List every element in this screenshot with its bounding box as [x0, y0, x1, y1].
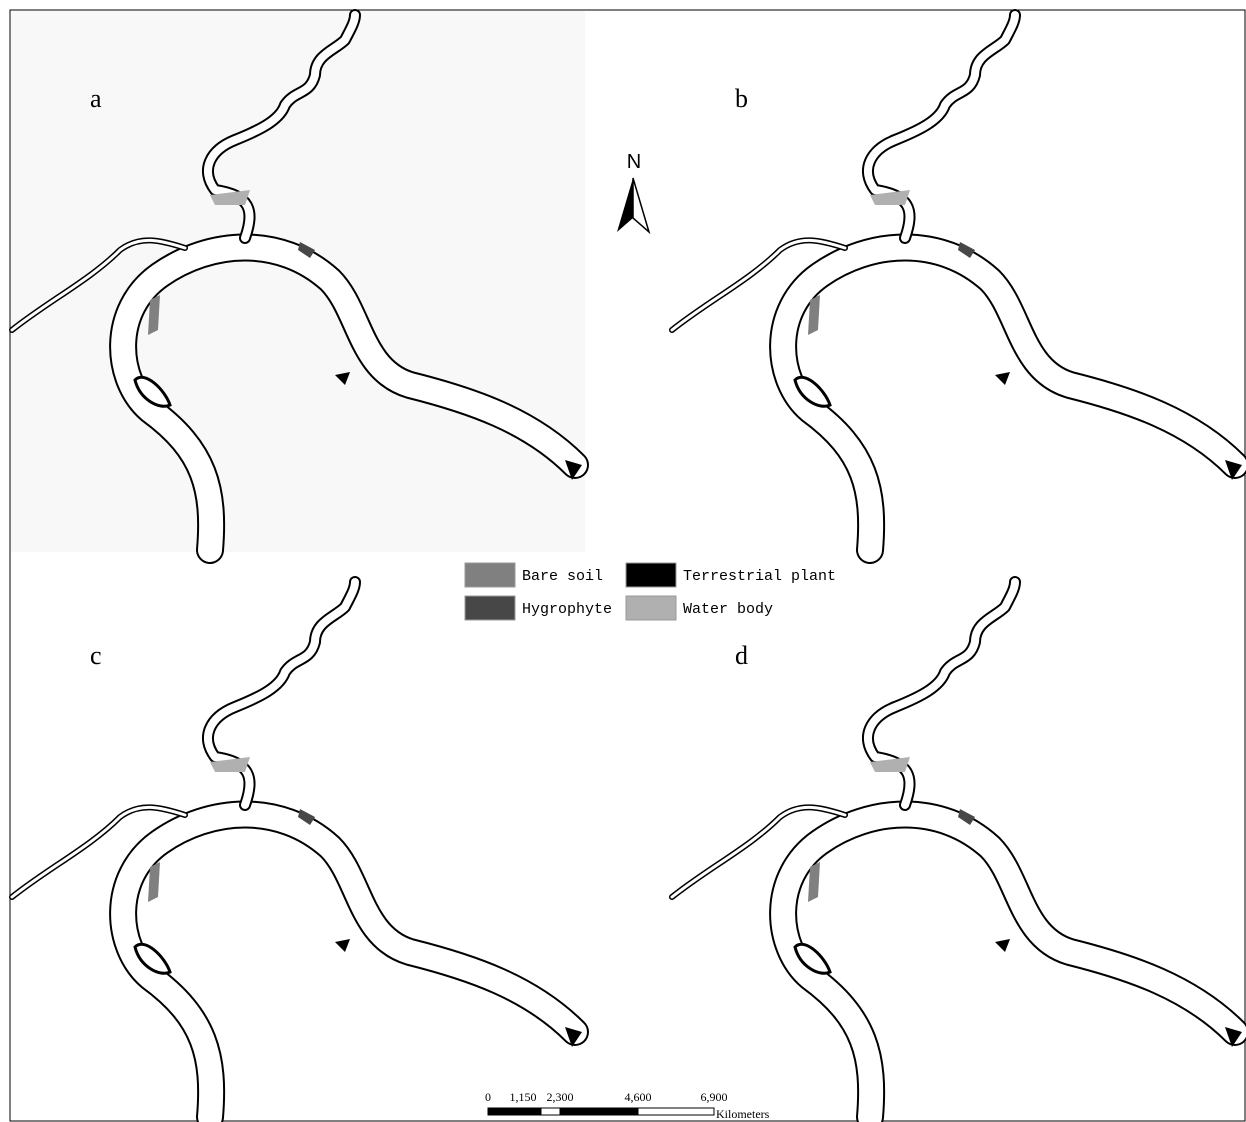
panel-label: c — [90, 641, 102, 670]
panel-label: d — [735, 641, 748, 670]
panel-label: b — [735, 84, 748, 113]
scale-segment — [488, 1108, 506, 1115]
legend-label: Hygrophyte — [522, 601, 612, 618]
legend-label: Bare soil — [522, 568, 603, 585]
scale-unit: Kilometers — [716, 1107, 770, 1121]
legend: Bare soil Terrestrial plant Hygrophyte Wate… — [458, 558, 848, 626]
scale-tick-label: 6,900 — [701, 1090, 728, 1104]
legend-swatch — [626, 596, 676, 620]
scale-tick-label: 4,600 — [625, 1090, 652, 1104]
north-label: N — [627, 151, 641, 173]
scale-tick-label: 1,150 — [510, 1090, 537, 1104]
scale-segment — [523, 1108, 542, 1115]
figure: a b c d N Bare soil Terrestrial plant Hygr… — [0, 0, 1246, 1122]
legend-swatch — [465, 563, 515, 587]
scale-segment — [560, 1108, 638, 1115]
legend-swatch — [626, 563, 676, 587]
legend-swatch — [465, 596, 515, 620]
scale-tick-label: 2,300 — [547, 1090, 574, 1104]
scale-tick-label: 0 — [485, 1090, 491, 1104]
legend-label: Terrestrial plant — [683, 568, 836, 585]
scale-segment — [638, 1108, 714, 1115]
panel-label: a — [90, 84, 102, 113]
legend-label: Water body — [683, 601, 773, 618]
